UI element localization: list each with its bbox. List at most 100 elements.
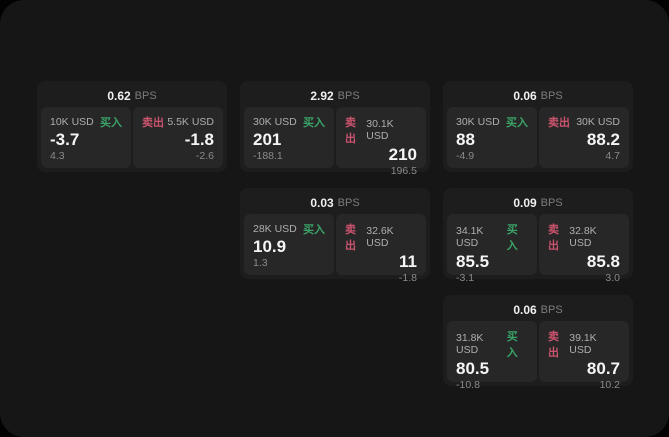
sell-panel[interactable]: 卖出 30K USD 88.2 4.7 xyxy=(539,107,629,168)
spread-unit-label: BPS xyxy=(337,90,360,102)
sell-panel-top: 卖出 30.1K USD xyxy=(345,114,417,146)
buy-price: -3.7 xyxy=(50,129,80,149)
buy-amount: 31.8K USD xyxy=(456,332,484,356)
spread-value: 2.92 xyxy=(310,89,334,103)
buy-sub-value: -188.1 xyxy=(253,150,283,162)
spread-unit-label: BPS xyxy=(540,304,563,316)
buy-sub-value: 1.3 xyxy=(253,257,268,269)
buy-amount: 30K USD xyxy=(456,116,500,128)
buy-panel-top: 10K USD 买入 xyxy=(50,114,122,130)
sell-panel[interactable]: 卖出 32.8K USD 85.8 3.0 xyxy=(539,214,629,284)
buy-panel-top: 28K USD 买入 xyxy=(253,221,325,237)
buy-panel[interactable]: 28K USD 买入 10.9 1.3 xyxy=(244,214,334,275)
buy-price: 80.5 xyxy=(456,359,490,378)
buy-price: 201 xyxy=(253,129,282,149)
quote-card: 0.62 BPS 10K USD 买入 -3.7 4.3 卖出 5.5K USD… xyxy=(37,81,227,172)
card-header: 0.62 BPS xyxy=(41,85,223,107)
spread-value: 0.03 xyxy=(310,196,334,210)
buy-panel-top: 31.8K USD 买入 xyxy=(456,328,528,360)
buy-panel[interactable]: 30K USD 买入 88 -4.9 xyxy=(447,107,537,168)
buy-label: 买入 xyxy=(303,117,325,129)
sell-label: 卖出 xyxy=(548,117,570,129)
buy-price: 85.5 xyxy=(456,252,490,271)
buy-label: 买入 xyxy=(303,224,325,236)
sell-sub-value: -2.6 xyxy=(195,150,214,162)
buy-panel[interactable]: 31.8K USD 买入 80.5 -10.8 xyxy=(447,321,537,391)
sell-panel-top: 卖出 5.5K USD xyxy=(142,114,214,130)
sell-price: 85.8 xyxy=(586,252,620,271)
quote-card: 0.06 BPS 30K USD 买入 88 -4.9 卖出 30K USD 8… xyxy=(443,81,633,172)
sell-label: 卖出 xyxy=(345,224,356,252)
spread-value: 0.06 xyxy=(513,303,537,317)
sell-label: 卖出 xyxy=(345,117,356,145)
buy-panel-top: 30K USD 买入 xyxy=(253,114,325,130)
spread-value: 0.62 xyxy=(107,89,131,103)
buy-panel[interactable]: 30K USD 买入 201 -188.1 xyxy=(244,107,334,168)
sell-sub-value: 10.2 xyxy=(599,378,620,391)
buy-label: 买入 xyxy=(506,117,528,129)
sell-price: 11 xyxy=(399,252,417,271)
sell-amount: 32.6K USD xyxy=(366,225,394,249)
card-body: 34.1K USD 买入 85.5 -3.1 卖出 32.8K USD 85.8… xyxy=(447,214,629,284)
sell-panel-top: 卖出 32.8K USD xyxy=(548,221,620,253)
sell-amount: 30K USD xyxy=(576,116,620,128)
buy-panel-top: 34.1K USD 买入 xyxy=(456,221,528,253)
card-body: 28K USD 买入 10.9 1.3 卖出 32.6K USD 11 -1.8 xyxy=(244,214,426,284)
sell-panel[interactable]: 卖出 30.1K USD 210 196.5 xyxy=(336,107,426,177)
card-header: 0.06 BPS xyxy=(447,299,629,321)
quote-card: 0.06 BPS 31.8K USD 买入 80.5 -10.8 卖出 39.1… xyxy=(443,295,633,391)
sell-label: 卖出 xyxy=(548,224,559,252)
buy-panel[interactable]: 10K USD 买入 -3.7 4.3 xyxy=(41,107,131,168)
card-body: 30K USD 买入 88 -4.9 卖出 30K USD 88.2 4.7 xyxy=(447,107,629,168)
card-header: 0.06 BPS xyxy=(447,85,629,107)
buy-panel-top: 30K USD 买入 xyxy=(456,114,528,130)
spread-unit-label: BPS xyxy=(337,197,360,209)
buy-amount: 10K USD xyxy=(50,116,94,128)
quote-card: 2.92 BPS 30K USD 买入 201 -188.1 卖出 30.1K … xyxy=(240,81,430,177)
sell-panel[interactable]: 卖出 5.5K USD -1.8 -2.6 xyxy=(133,107,223,168)
buy-amount: 34.1K USD xyxy=(456,225,484,249)
card-body: 31.8K USD 买入 80.5 -10.8 卖出 39.1K USD 80.… xyxy=(447,321,629,391)
card-header: 2.92 BPS xyxy=(244,85,426,107)
sell-sub-value: 4.7 xyxy=(605,150,620,162)
buy-sub-value: -3.1 xyxy=(456,271,475,284)
sell-price: 88.2 xyxy=(586,129,620,149)
buy-price: 88 xyxy=(456,129,475,149)
buy-price: 10.9 xyxy=(253,236,287,256)
buy-label: 买入 xyxy=(100,117,122,129)
sell-price: 210 xyxy=(388,145,417,164)
sell-amount: 32.8K USD xyxy=(569,225,597,249)
spread-unit-label: BPS xyxy=(540,90,563,102)
quote-card: 0.03 BPS 28K USD 买入 10.9 1.3 卖出 32.6K US… xyxy=(240,188,430,284)
sell-amount: 30.1K USD xyxy=(366,118,394,142)
sell-panel-top: 卖出 32.6K USD xyxy=(345,221,417,253)
sell-label: 卖出 xyxy=(142,117,164,129)
buy-sub-value: 4.3 xyxy=(50,150,65,162)
sell-label: 卖出 xyxy=(548,331,559,359)
sell-amount: 5.5K USD xyxy=(167,116,214,128)
buy-label: 买入 xyxy=(506,224,518,252)
buy-sub-value: -10.8 xyxy=(456,378,480,391)
spread-unit-label: BPS xyxy=(540,197,563,209)
sell-price: 80.7 xyxy=(586,359,620,378)
sell-panel-top: 卖出 30K USD xyxy=(548,114,620,130)
sell-panel[interactable]: 卖出 32.6K USD 11 -1.8 xyxy=(336,214,426,284)
spread-value: 0.06 xyxy=(513,89,537,103)
card-header: 0.09 BPS xyxy=(447,192,629,214)
sell-panel[interactable]: 卖出 39.1K USD 80.7 10.2 xyxy=(539,321,629,391)
spread-unit-label: BPS xyxy=(134,90,157,102)
quote-card: 0.09 BPS 34.1K USD 买入 85.5 -3.1 卖出 32.8K… xyxy=(443,188,633,284)
quotes-grid: 0.62 BPS 10K USD 买入 -3.7 4.3 卖出 5.5K USD… xyxy=(37,81,633,391)
sell-panel-top: 卖出 39.1K USD xyxy=(548,328,620,360)
sell-sub-value: -1.8 xyxy=(398,271,417,284)
sell-sub-value: 3.0 xyxy=(605,271,620,284)
spread-value: 0.09 xyxy=(513,196,537,210)
buy-label: 买入 xyxy=(506,331,518,359)
buy-panel[interactable]: 34.1K USD 买入 85.5 -3.1 xyxy=(447,214,537,284)
buy-amount: 30K USD xyxy=(253,116,297,128)
card-body: 30K USD 买入 201 -188.1 卖出 30.1K USD 210 1… xyxy=(244,107,426,177)
buy-amount: 28K USD xyxy=(253,223,297,235)
buy-sub-value: -4.9 xyxy=(456,150,475,162)
